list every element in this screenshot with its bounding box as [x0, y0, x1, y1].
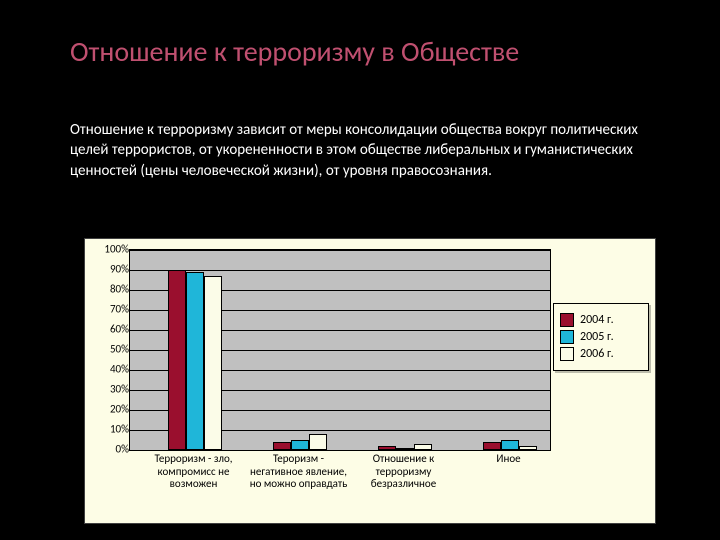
- y-tick-label: 30%: [89, 383, 129, 396]
- bar: [483, 442, 501, 450]
- description-paragraph: Отношение к терроризму зависит от меры к…: [70, 120, 650, 181]
- bar: [204, 276, 222, 450]
- legend-swatch: [560, 347, 574, 361]
- y-tick-label: 50%: [89, 343, 129, 356]
- page-title: Отношение к терроризму в Обществе: [70, 34, 630, 69]
- x-axis-labels: Терроризм - зло, компромисс не возможенТ…: [129, 453, 561, 491]
- bar: [414, 444, 432, 450]
- x-tick-label: Отношение к терроризму безразличное: [351, 453, 456, 491]
- y-tick-label: 20%: [89, 403, 129, 416]
- grid-line: [130, 250, 550, 251]
- y-axis: 0%10%20%30%40%50%60%70%80%90%100%: [89, 249, 127, 449]
- legend-item: 2006 г.: [560, 347, 642, 361]
- y-tick-label: 10%: [89, 423, 129, 436]
- grid-line: [130, 450, 550, 451]
- legend-swatch: [560, 313, 574, 327]
- legend-label: 2004 г.: [580, 313, 614, 327]
- chart-container: 0% 10% 20% 30% 40% 50% 60% 70% 80% 90% 100% Террор…: [84, 238, 656, 524]
- y-tick-label: 80%: [89, 283, 129, 296]
- grid-line: [130, 270, 550, 271]
- bar: [186, 272, 204, 450]
- bar: [291, 440, 309, 450]
- legend-label: 2005 г.: [580, 330, 614, 344]
- bar: [273, 442, 291, 450]
- y-tick-label: 100%: [89, 243, 129, 256]
- legend-item: 2004 г.: [560, 313, 642, 327]
- x-tick-label: Иное: [456, 453, 561, 491]
- y-tick-label: 40%: [89, 363, 129, 376]
- bar: [519, 446, 537, 450]
- y-tick-label: 60%: [89, 323, 129, 336]
- bar: [501, 440, 519, 450]
- legend-swatch: [560, 330, 574, 344]
- x-tick-label: Тероризм - негативное явление, но можно …: [246, 453, 351, 491]
- x-tick-label: Терроризм - зло, компромисс не возможен: [141, 453, 246, 491]
- y-tick-label: 70%: [89, 303, 129, 316]
- legend-label: 2006 г.: [580, 347, 614, 361]
- legend-item: 2005 г.: [560, 330, 642, 344]
- plot-area: [129, 249, 551, 451]
- bar: [168, 270, 186, 450]
- y-tick-label: 0%: [89, 443, 129, 456]
- y-tick-label: 90%: [89, 263, 129, 276]
- bar: [378, 446, 396, 450]
- bar: [396, 448, 414, 450]
- legend: 2004 г. 2005 г. 2006 г.: [553, 303, 649, 371]
- bar: [309, 434, 327, 450]
